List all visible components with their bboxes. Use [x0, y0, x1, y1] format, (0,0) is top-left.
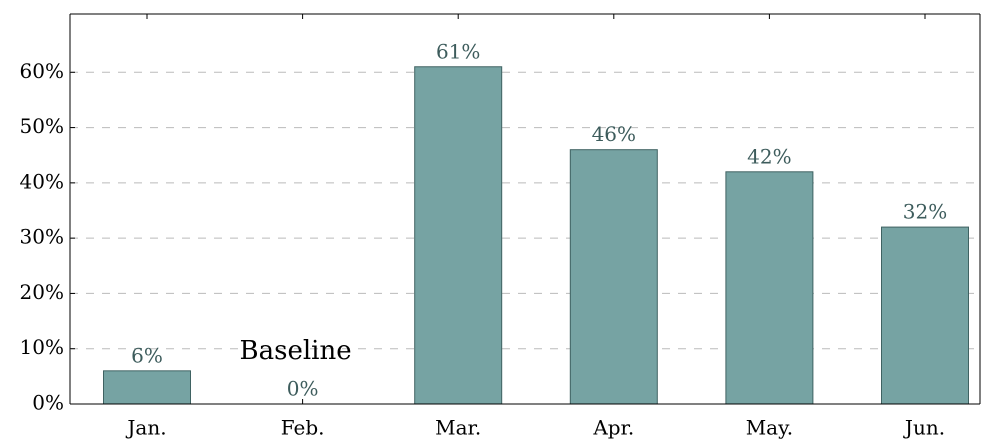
value-label: 46%: [592, 122, 636, 146]
x-tick-label: Apr.: [592, 416, 634, 440]
bar: [103, 370, 191, 405]
x-tick-label: Jun.: [903, 416, 945, 440]
x-tick-label: Jan.: [125, 416, 166, 440]
bar: [881, 226, 969, 405]
value-label: 32%: [903, 200, 947, 224]
value-label: 0%: [287, 377, 319, 401]
bar: [414, 66, 503, 405]
y-tick-label: 60%: [20, 59, 64, 83]
annotation: Baseline: [240, 336, 352, 366]
bar: [725, 171, 814, 405]
y-tick-label: 0%: [32, 391, 64, 415]
y-tick-label: 10%: [20, 335, 64, 359]
value-label: 6%: [131, 343, 163, 367]
y-tick-label: 20%: [20, 280, 64, 304]
x-tick-label: May.: [746, 416, 793, 440]
y-tick-label: 30%: [20, 225, 64, 249]
x-tick-label: Feb.: [281, 416, 325, 440]
bar: [569, 149, 658, 405]
x-tick-label: Mar.: [435, 416, 481, 440]
value-label: 61%: [436, 39, 480, 63]
value-label: 42%: [747, 144, 791, 168]
y-tick-label: 50%: [20, 114, 64, 138]
y-tick-label: 40%: [20, 169, 64, 193]
